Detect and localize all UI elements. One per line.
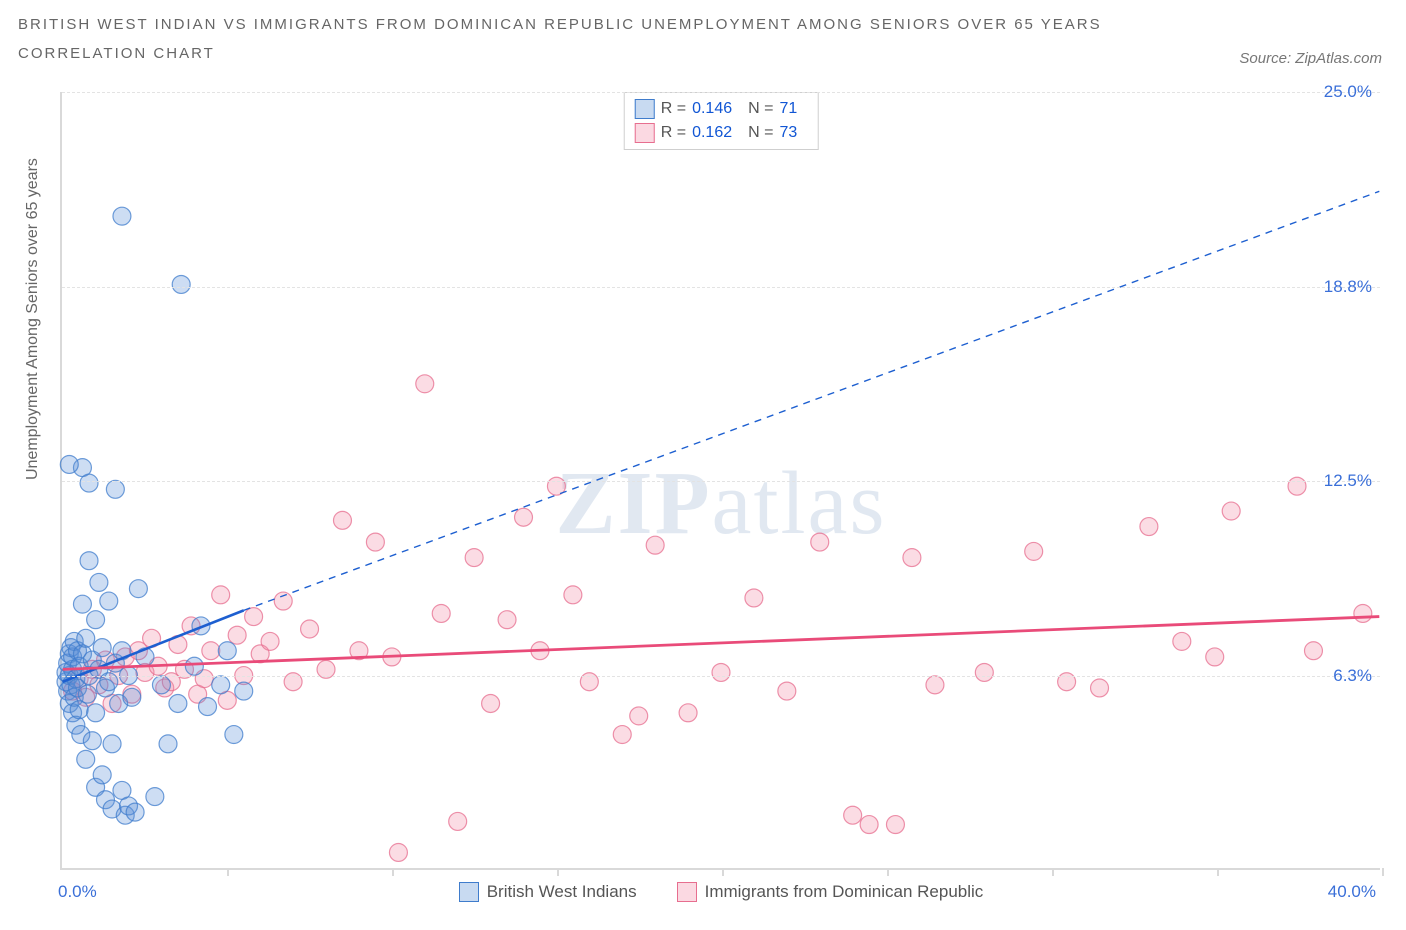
x-tick <box>722 868 724 876</box>
series-legend: British West Indians Immigrants from Dom… <box>62 882 1380 902</box>
chart-plot-area: ZIPatlas R = 0.146 N = 71 R = 0.162 N = … <box>60 92 1380 870</box>
source-prefix: Source: <box>1239 50 1295 67</box>
x-tick <box>1382 868 1384 876</box>
gridline <box>62 481 1380 482</box>
x-min-label: 0.0% <box>58 882 97 902</box>
x-max-label: 40.0% <box>1328 882 1376 902</box>
x-tick <box>557 868 559 876</box>
gridline <box>62 287 1380 288</box>
x-tick <box>887 868 889 876</box>
gridline <box>62 92 1380 93</box>
x-tick <box>1217 868 1219 876</box>
x-tick <box>392 868 394 876</box>
chart-container: BRITISH WEST INDIAN VS IMMIGRANTS FROM D… <box>0 0 1406 930</box>
series-name-dom: Immigrants from Dominican Republic <box>705 882 984 902</box>
y-tick-label: 25.0% <box>1324 82 1372 102</box>
swatch-dom-bottom <box>677 882 697 902</box>
title-block: BRITISH WEST INDIAN VS IMMIGRANTS FROM D… <box>18 10 1406 68</box>
title-line-1: BRITISH WEST INDIAN VS IMMIGRANTS FROM D… <box>18 10 1406 39</box>
source-name: ZipAtlas.com <box>1295 50 1382 67</box>
series-name-bwi: British West Indians <box>487 882 637 902</box>
gridline <box>62 676 1380 677</box>
y-axis-title: Unemployment Among Seniors over 65 years <box>24 158 42 480</box>
y-tick-label: 12.5% <box>1324 471 1372 491</box>
x-tick <box>1052 868 1054 876</box>
legend-item-bwi: British West Indians <box>459 882 637 902</box>
x-tick <box>227 868 229 876</box>
y-tick-label: 6.3% <box>1333 666 1372 686</box>
source-attribution: Source: ZipAtlas.com <box>1239 50 1382 67</box>
title-line-2: CORRELATION CHART <box>18 39 1406 68</box>
swatch-bwi-bottom <box>459 882 479 902</box>
y-tick-label: 18.8% <box>1324 277 1372 297</box>
scatter-svg <box>62 92 1380 868</box>
legend-item-dom: Immigrants from Dominican Republic <box>677 882 984 902</box>
